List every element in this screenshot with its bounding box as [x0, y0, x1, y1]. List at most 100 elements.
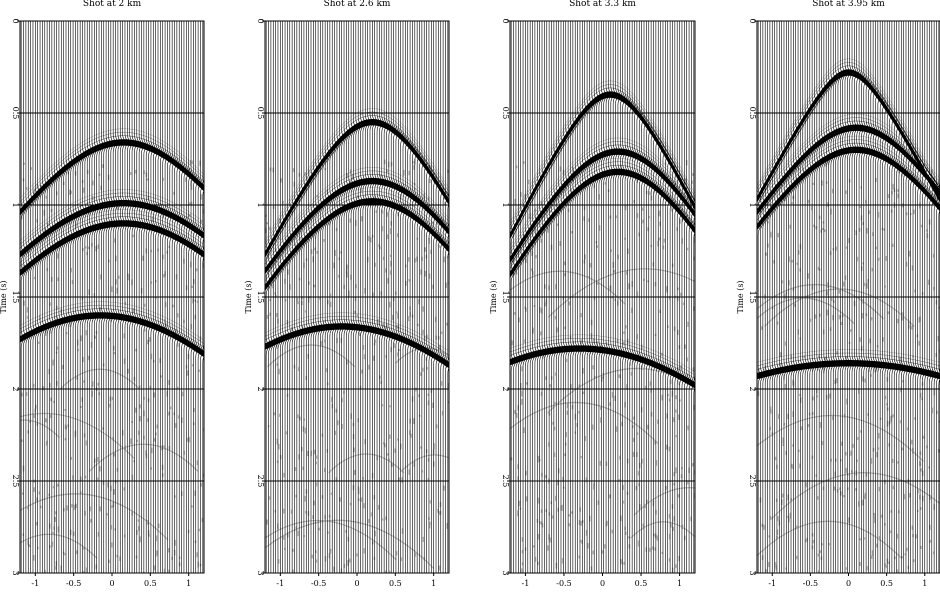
x-tick-label: 1	[431, 579, 436, 588]
y-tick-label: 2	[11, 386, 20, 391]
y-tick-label: 2.5	[501, 475, 510, 488]
y-axis-label: Time (s)	[244, 280, 253, 313]
reflection-ripple	[757, 142, 940, 221]
reflection-ripple	[20, 304, 204, 345]
reflection-event	[757, 360, 940, 380]
reflection-event	[510, 345, 695, 389]
y-tick-label: 3	[11, 570, 20, 575]
reflection-ripple	[20, 308, 204, 348]
reflection-ripple	[757, 58, 940, 186]
x-tick-label: 0.5	[880, 579, 893, 588]
x-tick-label: -1	[31, 579, 39, 588]
diffraction-arc	[630, 521, 695, 539]
x-tick-label: 0.5	[389, 579, 402, 588]
reflection-event	[265, 323, 449, 369]
y-tick-label: 2	[501, 386, 510, 391]
trace-area	[265, 21, 449, 573]
reflection-events	[20, 128, 204, 358]
y-tick-label: 1	[748, 202, 757, 207]
shot-panel-3: Shot at 3.3 km 0 0.5 1 1.5 2 2.5 3 Time (s) -1 -0.…	[489, 0, 696, 588]
diffraction-arc	[510, 270, 626, 305]
y-axis-label: Time (s)	[0, 280, 8, 313]
x-tick-label: 0.5	[144, 579, 157, 588]
reflection-ripple	[757, 135, 940, 214]
diffraction-arc	[328, 453, 405, 474]
reflection-ripple	[510, 144, 695, 254]
reflection-ripple	[510, 137, 695, 247]
reflection-event	[265, 177, 449, 275]
reflection-ripple	[757, 113, 940, 199]
x-tick-label: 1	[186, 579, 191, 588]
x-tick-label: 0.5	[635, 579, 648, 588]
y-tick-label: 1	[501, 202, 510, 207]
reflection-ripple	[757, 65, 940, 193]
x-tick-label: -1	[768, 579, 776, 588]
x-tick-label: 1	[677, 579, 682, 588]
reflection-ripple	[510, 84, 695, 227]
y-tick-label: 0.5	[501, 107, 510, 120]
reflection-ripple	[510, 341, 695, 379]
diffraction-arc	[547, 268, 695, 318]
reflection-ripple	[20, 209, 204, 260]
reflection-ripple	[265, 187, 449, 275]
diffraction-arc	[265, 519, 434, 569]
y-tick-label: 0.5	[11, 107, 20, 120]
y-tick-label: 2.5	[11, 475, 20, 488]
x-tick-label: 1	[922, 579, 927, 588]
diffraction-arc	[770, 472, 940, 520]
reflection-ripple	[265, 111, 449, 245]
diffraction-arc	[20, 412, 135, 459]
diffraction-arc	[757, 283, 884, 320]
panel-title: Shot at 2 km	[83, 0, 142, 9]
panel-title: Shot at 3.3 km	[569, 0, 636, 9]
reflection-ripple	[757, 62, 940, 190]
diffraction-arc	[20, 493, 169, 541]
x-tick-label: -1	[276, 579, 284, 588]
reflection-event	[265, 198, 449, 291]
reflection-ripple	[265, 167, 449, 258]
reflection-ripple	[20, 192, 204, 245]
y-tick-label: 1.5	[256, 291, 265, 304]
reflection-event	[20, 199, 204, 258]
reflection-ripple	[20, 135, 204, 206]
y-tick-label: 2.5	[256, 475, 265, 488]
reflection-event	[510, 168, 695, 279]
y-tick-label: 3	[748, 570, 757, 575]
y-tick-label: 0	[11, 18, 20, 23]
x-tick-label: -1	[522, 579, 530, 588]
reflection-ripple	[757, 139, 940, 218]
reflection-ripple	[20, 216, 204, 267]
x-tick-label: -0.5	[311, 579, 326, 588]
y-tick-label: 1	[256, 202, 265, 207]
reflection-ripple	[20, 131, 204, 203]
y-axis-label: Time (s)	[736, 280, 745, 313]
trace-area	[510, 21, 695, 573]
trace-area	[20, 21, 204, 573]
diffraction-arc	[20, 419, 60, 439]
shot-panel-4: Shot at 3.95 km 0 0.5 1 1.5 2 2.5 3 Time (s) -1 -0…	[736, 0, 940, 588]
reflection-ripple	[265, 315, 449, 356]
reflection-ripple	[265, 170, 449, 262]
reflection-event	[757, 124, 940, 216]
diffraction-arc	[20, 533, 98, 559]
reflection-event	[510, 148, 695, 264]
y-tick-label: 2.5	[748, 475, 757, 488]
reflection-ripple	[510, 338, 695, 376]
y-tick-label: 2	[748, 386, 757, 391]
shot-panel-1: Shot at 2 km 0 0.5 1 1.5 2 2.5 3 Time (s) -1 -0.5 0…	[0, 0, 205, 588]
reflection-ripple	[265, 312, 449, 352]
y-tick-label: 2	[256, 386, 265, 391]
reflection-ripple	[20, 301, 204, 341]
x-tick-label: -0.5	[556, 579, 571, 588]
reflection-ripple	[20, 189, 204, 242]
y-tick-label: 3	[501, 570, 510, 575]
y-tick-label: 0	[501, 18, 510, 23]
reflection-ripple	[757, 356, 940, 370]
reflection-event	[20, 220, 204, 277]
reflection-ripple	[510, 164, 695, 269]
reflection-ripple	[265, 190, 449, 278]
reflection-events	[757, 58, 940, 380]
shot-panel-2: Shot at 2.6 km 0 0.5 1 1.5 2 2.5 3 Time (s) -1 -0.…	[244, 0, 450, 588]
reflection-ripple	[265, 115, 449, 249]
